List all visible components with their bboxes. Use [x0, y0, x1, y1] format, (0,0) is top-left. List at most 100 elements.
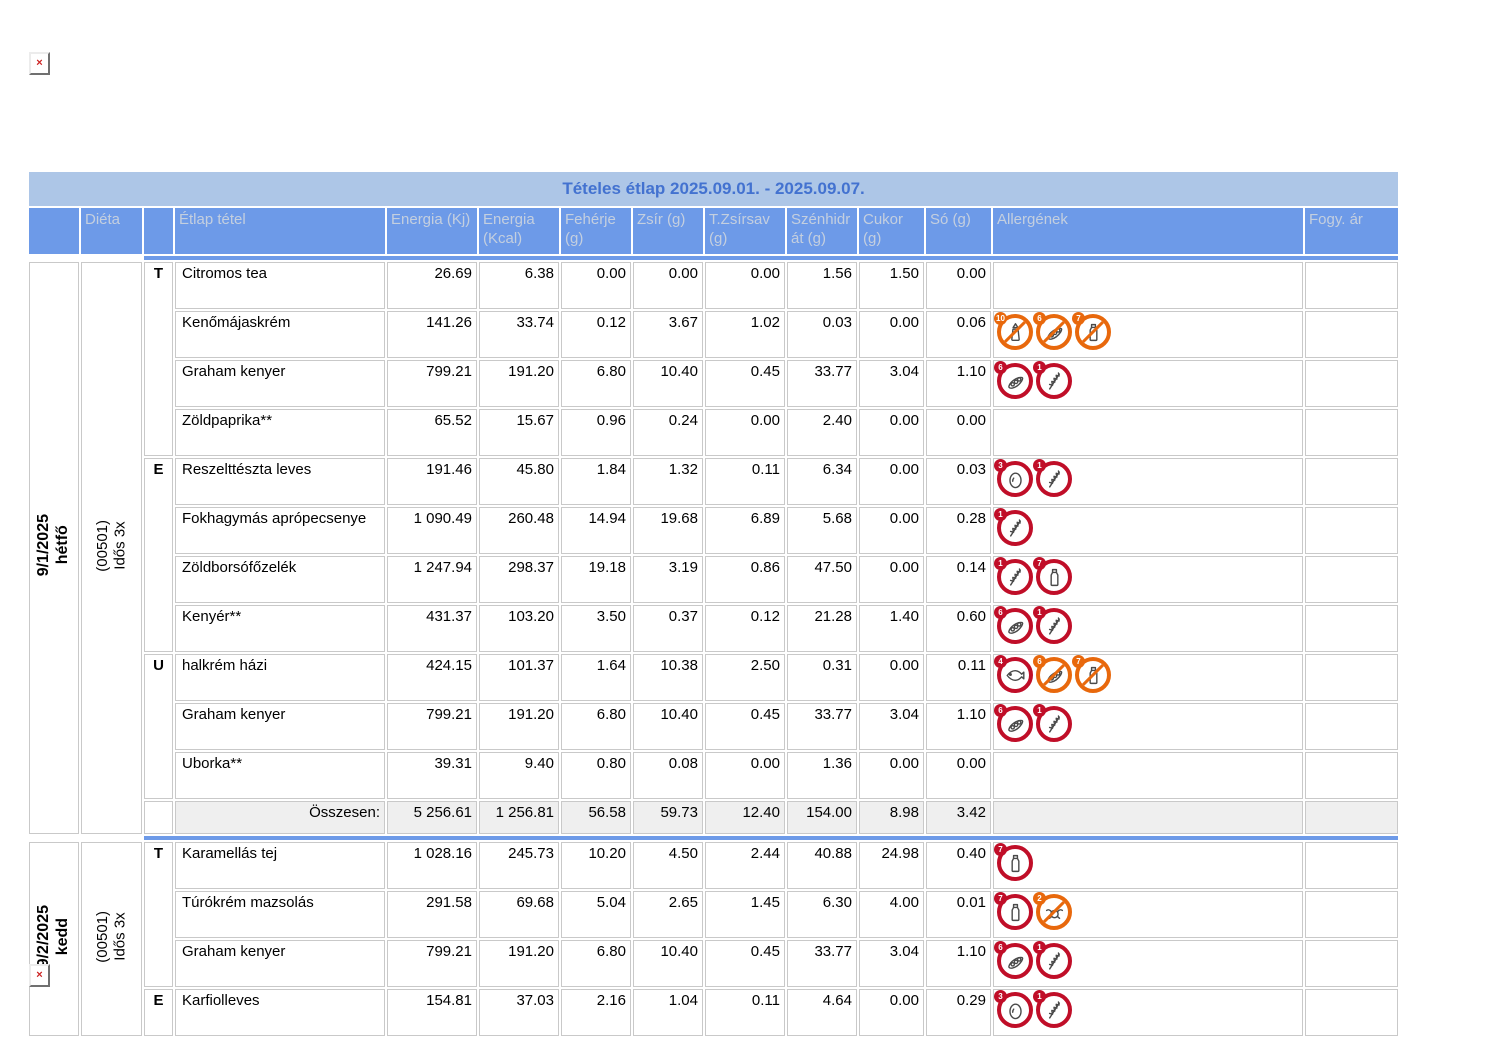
nutrition-value: 0.12: [705, 605, 785, 652]
nutrition-value: 2.44: [705, 842, 785, 889]
broken-image-icon: ×: [29, 964, 50, 987]
column-header-energia-kcal: Energia (Kcal): [479, 208, 559, 254]
menu-row: Graham kenyer 799.21 191.20 6.80 10.40 0.45 33…: [29, 940, 1399, 987]
nutrition-value: 1.36: [787, 752, 857, 799]
nutrition-value: 0.45: [705, 940, 785, 987]
allergens-cell: 1: [993, 507, 1303, 554]
column-header-zsir: Zsír (g): [633, 208, 703, 254]
diet-label: (00501) Idős 3x: [94, 911, 129, 963]
menu-item-name: Reszelttészta leves: [175, 458, 385, 505]
diet-cell: (00501) Idős 3x: [81, 262, 142, 834]
nutrition-value: 0.11: [705, 458, 785, 505]
nutrition-value: 0.45: [705, 703, 785, 750]
nutrition-value: 0.03: [926, 458, 991, 505]
nutrition-value: 0.00: [926, 752, 991, 799]
meal-letter: U: [144, 654, 173, 799]
separator-bar: [144, 836, 1399, 840]
nutrition-value: 1 028.16: [387, 842, 477, 889]
menu-item-name: Fokhagymás aprópecsenye: [175, 507, 385, 554]
nutrition-value: 9.40: [479, 752, 559, 799]
nutrition-value: 1.10: [926, 703, 991, 750]
allergen-number-badge: 1: [1033, 459, 1046, 472]
day-date: 9/2/2025: [35, 905, 53, 968]
price-cell: [1305, 360, 1399, 407]
diet-name: Idős 3x: [111, 521, 129, 570]
nutrition-value: 0.03: [787, 311, 857, 358]
menu-item-name: Graham kenyer: [175, 703, 385, 750]
milk-bottle-icon: [997, 894, 1033, 930]
allergen-number-badge: 2: [1033, 892, 1046, 905]
total-value: 3.42: [926, 801, 991, 834]
price-cell: [1305, 654, 1399, 701]
price-cell: [1305, 311, 1399, 358]
nutrition-value: 1 247.94: [387, 556, 477, 603]
allergens-cell: 4 6 7: [993, 654, 1303, 701]
allergens-cell: [993, 752, 1303, 799]
allergen-number-badge: 1: [1033, 361, 1046, 374]
nutrition-value: 1.64: [561, 654, 631, 701]
nutrition-value: 101.37: [479, 654, 559, 701]
nutrition-value: 6.30: [787, 891, 857, 938]
allergen-number-badge: 7: [1072, 312, 1085, 325]
wheat-icon: [997, 559, 1033, 595]
allergen-number-badge: 1: [1033, 990, 1046, 1003]
menu-row: Túrókrém mazsolás 291.58 69.68 5.04 2.65 1.45…: [29, 891, 1399, 938]
allergen-soy-contains: 6: [994, 704, 1033, 742]
nutrition-value: 45.80: [479, 458, 559, 505]
nutrition-value: 6.80: [561, 940, 631, 987]
nutrition-value: 37.03: [479, 989, 559, 1036]
allergen-soy-contains: 6: [994, 606, 1033, 644]
nutrition-value: 0.86: [705, 556, 785, 603]
column-header-energia-kj: Energia (Kj): [387, 208, 477, 254]
menu-item-name: Karamellás tej: [175, 842, 385, 889]
nutrition-value: 14.94: [561, 507, 631, 554]
total-value: 154.00: [787, 801, 857, 834]
allergen-number-badge: 1: [994, 557, 1007, 570]
column-header-szenhidrat: Szénhidrát (g): [787, 208, 857, 254]
menu-row: Graham kenyer 799.21 191.20 6.80 10.40 0.45 33…: [29, 703, 1399, 750]
nutrition-value: 154.81: [387, 989, 477, 1036]
wheat-icon: [1036, 992, 1072, 1028]
price-cell: [1305, 752, 1399, 799]
nutrition-value: 3.19: [633, 556, 703, 603]
allergen-number-badge: 6: [1033, 312, 1046, 325]
nutrition-value: 1.45: [705, 891, 785, 938]
price-cell: [1305, 605, 1399, 652]
milk-bottle-icon: [997, 845, 1033, 881]
nutrition-value: 3.04: [859, 940, 924, 987]
allergen-milk-contains: 7: [994, 892, 1033, 930]
nutrition-value: 291.58: [387, 891, 477, 938]
nutrition-value: 69.68: [479, 891, 559, 938]
nutrition-value: 0.00: [859, 458, 924, 505]
price-cell: [1305, 842, 1399, 889]
nutrition-value: 5.68: [787, 507, 857, 554]
nutrition-value: 260.48: [479, 507, 559, 554]
allergen-milk-contains: 7: [1033, 557, 1072, 595]
allergen-soy-contains: 6: [994, 941, 1033, 979]
day-date-cell: 9/1/2025 hétfő: [29, 262, 79, 834]
nutrition-value: 19.18: [561, 556, 631, 603]
total-allergens-cell: [993, 801, 1303, 834]
menu-row: 9/1/2025 hétfő (00501) Idős 3x T Citromos tea…: [29, 262, 1399, 834]
day-date-cell: 9/2/2025 kedd: [29, 842, 79, 1036]
milk-bottle-icon: [1075, 657, 1111, 693]
column-header-t-zsirsav: T.Zsírsav (g): [705, 208, 785, 254]
nutrition-value: 1.32: [633, 458, 703, 505]
allergen-gluten-contains: 1: [1033, 941, 1072, 979]
menu-row: Fokhagymás aprópecsenye 1 090.49 260.48 14.…: [29, 507, 1399, 554]
menu-row: E Reszelttészta leves 191.46 45.80 1.84 1.32 0…: [29, 458, 1399, 652]
column-header-dieta: Diéta: [81, 208, 142, 254]
menu-row: E Karfiolleves 154.81 37.03 2.16 1.04 0.11 4.64…: [29, 989, 1399, 1036]
nutrition-value: 191.20: [479, 940, 559, 987]
nutrition-value: 10.38: [633, 654, 703, 701]
nutrition-value: 39.31: [387, 752, 477, 799]
allergen-number-badge: 6: [994, 361, 1007, 374]
allergen-fish-contains: 4: [994, 655, 1033, 693]
allergen-egg-contains: 3: [994, 990, 1033, 1028]
nutrition-value: 0.14: [926, 556, 991, 603]
